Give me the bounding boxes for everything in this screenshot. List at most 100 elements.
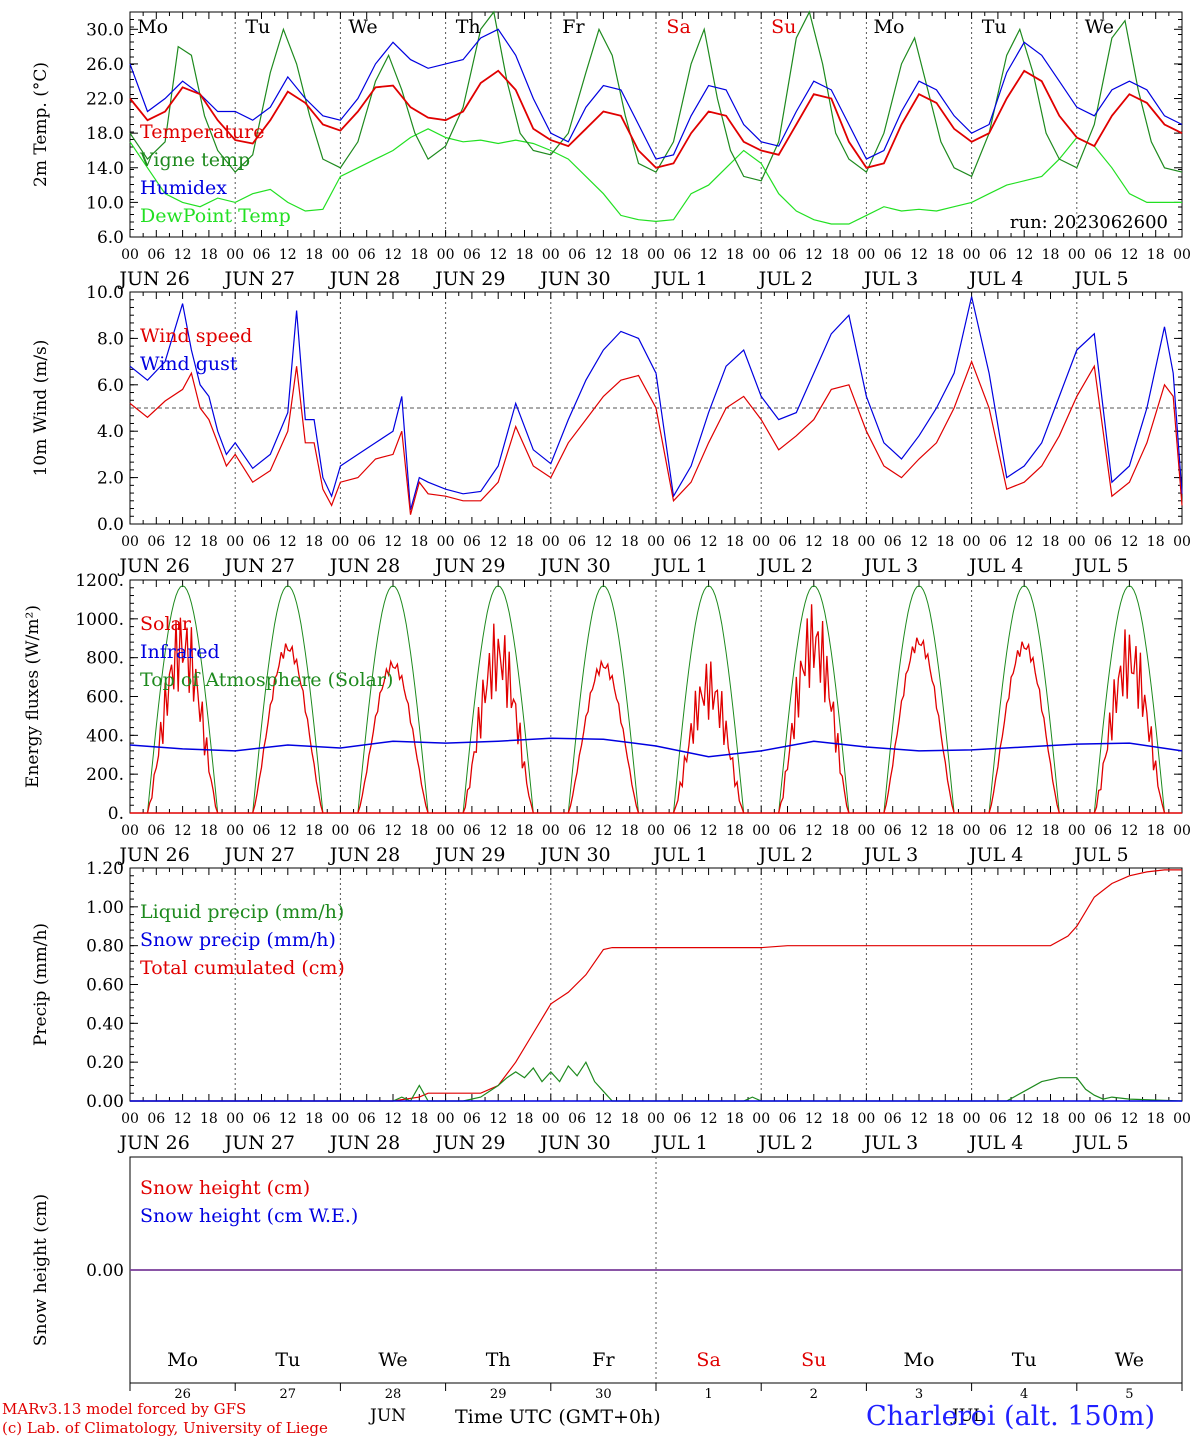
hour-tick-label: 12 — [700, 1111, 718, 1127]
hour-tick-label: 00 — [437, 823, 455, 839]
date-label: JUL 4 — [967, 555, 1023, 577]
hour-tick-label: 18 — [1042, 534, 1060, 550]
weekday-label: Fr — [562, 16, 585, 38]
date-label: JUL 3 — [862, 268, 918, 290]
weekday-label: Tu — [1012, 1349, 1037, 1371]
hour-tick-label: 06 — [568, 534, 586, 550]
hour-tick-label: 00 — [1173, 1111, 1191, 1127]
hour-tick-label: 00 — [331, 247, 349, 263]
hour-tick-label: 18 — [621, 1111, 639, 1127]
hour-tick-label: 12 — [1120, 823, 1138, 839]
day-number-label: 29 — [490, 1387, 507, 1402]
day-number-label: 3 — [915, 1387, 923, 1402]
day-number-label: 2 — [810, 1387, 818, 1402]
hour-tick-label: 12 — [594, 534, 612, 550]
hour-tick-label: 00 — [331, 534, 349, 550]
hour-tick-label: 18 — [831, 247, 849, 263]
y-tick-label: 22.0 — [86, 90, 124, 110]
date-label: JUL 5 — [1072, 555, 1128, 577]
hour-tick-label: 12 — [910, 247, 928, 263]
date-label: JUN 26 — [117, 268, 189, 290]
weekday-label: We — [1115, 1349, 1144, 1371]
hour-tick-label: 06 — [1094, 247, 1112, 263]
toa-solar-line — [988, 585, 1060, 814]
hour-tick-label: 06 — [779, 534, 797, 550]
weekday-label: Sa — [666, 16, 690, 38]
hour-tick-label: 06 — [358, 247, 376, 263]
hour-tick-label: 00 — [647, 534, 665, 550]
hour-tick-label: 06 — [673, 823, 691, 839]
y-tick-label: 0.60 — [86, 976, 124, 996]
hour-tick-label: 06 — [463, 247, 481, 263]
legend-entry: Wind gust — [140, 353, 238, 375]
copyright-credit: (c) Lab. of Climatology, University of L… — [2, 1419, 328, 1437]
y-tick-label: 10.0 — [86, 193, 124, 213]
hour-tick-label: 18 — [410, 823, 428, 839]
hour-tick-label: 00 — [226, 534, 244, 550]
date-label: JUL 5 — [1072, 1132, 1128, 1154]
hour-tick-label: 00 — [857, 534, 875, 550]
y-tick-label: 2.0 — [97, 469, 124, 489]
day-number-label: 1 — [704, 1387, 712, 1402]
hour-tick-label: 00 — [752, 823, 770, 839]
footer-credits: MARv3.13 model forced by GFS (c) Lab. of… — [2, 1400, 328, 1438]
hour-tick-label: 06 — [989, 823, 1007, 839]
hour-tick-label: 00 — [647, 823, 665, 839]
hour-tick-label: 18 — [410, 1111, 428, 1127]
legend-entry: Snow height (cm) — [140, 1177, 310, 1199]
toa-solar-line — [673, 585, 745, 814]
legend-entry: Solar — [140, 613, 192, 635]
date-label: JUN 28 — [328, 268, 400, 290]
hour-tick-label: 12 — [910, 534, 928, 550]
hour-tick-label: 06 — [463, 823, 481, 839]
hour-tick-label: 12 — [174, 1111, 192, 1127]
y-tick-label: 200. — [86, 765, 124, 785]
date-label: JUN 29 — [433, 555, 505, 577]
date-label: JUL 3 — [862, 1132, 918, 1154]
hour-tick-label: 06 — [1094, 823, 1112, 839]
y-tick-label: 0.0 — [97, 515, 124, 535]
solar-line — [1093, 629, 1166, 814]
hour-tick-label: 18 — [726, 534, 744, 550]
hour-tick-label: 06 — [568, 823, 586, 839]
day-number-label: 30 — [595, 1387, 612, 1402]
hour-tick-label: 12 — [700, 823, 718, 839]
hour-tick-label: 18 — [621, 534, 639, 550]
hour-tick-label: 00 — [542, 247, 560, 263]
series-line — [129, 128, 1182, 225]
hour-tick-label: 12 — [489, 247, 507, 263]
weekday-label: Su — [771, 16, 796, 38]
date-label: JUL 3 — [862, 844, 918, 866]
hour-tick-label: 00 — [963, 823, 981, 839]
hour-tick-label: 18 — [516, 247, 534, 263]
hour-tick-label: 12 — [384, 823, 402, 839]
date-label: JUN 27 — [223, 555, 295, 577]
weekday-label: Mo — [167, 1349, 198, 1371]
hour-tick-label: 18 — [831, 534, 849, 550]
hour-tick-label: 12 — [489, 534, 507, 550]
hour-tick-label: 00 — [647, 1111, 665, 1127]
hour-tick-label: 12 — [805, 1111, 823, 1127]
hour-tick-label: 00 — [1173, 823, 1191, 839]
hour-tick-label: 18 — [305, 823, 323, 839]
hour-tick-label: 00 — [121, 247, 139, 263]
hour-tick-label: 06 — [779, 247, 797, 263]
hour-tick-label: 12 — [594, 1111, 612, 1127]
y-tick-label: 0.40 — [86, 1014, 124, 1034]
date-label: JUN 29 — [433, 844, 505, 866]
hour-tick-label: 00 — [437, 247, 455, 263]
hour-tick-label: 12 — [384, 534, 402, 550]
hour-tick-label: 06 — [884, 1111, 902, 1127]
hour-tick-label: 12 — [594, 247, 612, 263]
legend-entry: Humidex — [140, 177, 227, 199]
date-label: JUN 30 — [538, 1132, 610, 1154]
solar-line — [672, 661, 745, 814]
date-label: JUN 28 — [328, 1132, 400, 1154]
hour-tick-label: 00 — [226, 823, 244, 839]
weekday-label: We — [348, 16, 377, 38]
hour-tick-label: 12 — [489, 823, 507, 839]
y-axis-label: Snow height (cm) — [31, 1194, 51, 1346]
y-tick-label: 4.0 — [97, 422, 124, 442]
hour-tick-label: 18 — [936, 823, 954, 839]
date-label: JUN 26 — [117, 555, 189, 577]
